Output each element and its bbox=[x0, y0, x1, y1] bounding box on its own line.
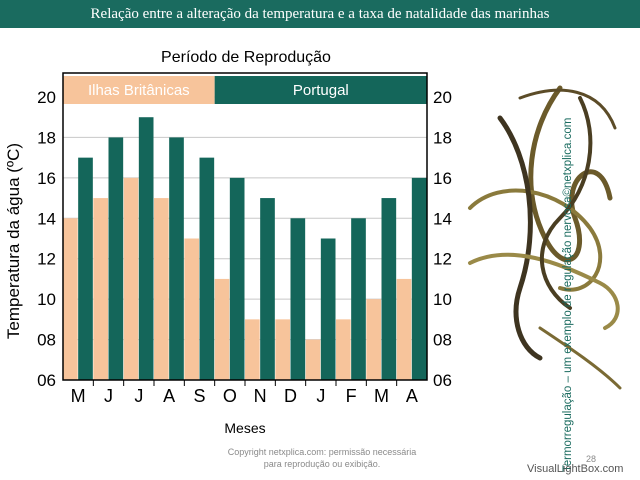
period-label: Portugal bbox=[293, 82, 349, 99]
y-tick-label: 10 bbox=[37, 290, 56, 309]
y-tick-label: 12 bbox=[433, 250, 452, 269]
y-axis-right: 06 08 10 12 14 16 18 20 bbox=[433, 88, 452, 390]
x-tick-label: M bbox=[71, 386, 86, 406]
y-tick-label: 18 bbox=[37, 128, 56, 147]
x-tick-label: J bbox=[104, 386, 113, 406]
bars-group bbox=[63, 117, 427, 380]
y-axis-left: 06 08 10 12 14 16 18 20 bbox=[37, 88, 56, 390]
y-tick-label: 06 bbox=[433, 371, 452, 390]
x-tick-label: A bbox=[163, 386, 175, 406]
side-caption: Termorregulação – um exemplo de regulaçã… bbox=[562, 117, 574, 472]
x-tick-label: N bbox=[254, 386, 267, 406]
bar-ilhas-britanicas bbox=[366, 299, 381, 380]
y-tick-label: 10 bbox=[433, 290, 452, 309]
bar-portugal bbox=[78, 157, 93, 380]
eel-photo bbox=[468, 85, 622, 390]
y-tick-label: 14 bbox=[433, 209, 452, 228]
x-tick-label: O bbox=[223, 386, 237, 406]
bar-portugal bbox=[199, 157, 215, 380]
watermark: VisualLightBox.com bbox=[527, 463, 624, 475]
x-axis-label: Meses bbox=[224, 420, 265, 436]
bar-portugal bbox=[169, 137, 184, 380]
y-tick-label: 08 bbox=[433, 331, 452, 350]
bar-ilhas-britanicas bbox=[123, 177, 139, 380]
bar-ilhas-britanicas bbox=[305, 339, 321, 380]
bar-portugal bbox=[381, 198, 397, 380]
reproduction-period-band: Ilhas Britânicas Portugal bbox=[63, 76, 427, 104]
period-segment bbox=[63, 76, 215, 104]
temperature-chart: Período de Reprodução Ilhas Britânicas Po… bbox=[4, 49, 622, 436]
slide-title: Relação entre a alteração da temperatura… bbox=[0, 0, 640, 28]
period-segment bbox=[214, 76, 427, 104]
bar-ilhas-britanicas bbox=[93, 198, 108, 380]
bar-ilhas-britanicas bbox=[245, 319, 260, 380]
bar-ilhas-britanicas bbox=[214, 278, 230, 380]
x-tick-label: S bbox=[193, 386, 205, 406]
y-axis-label: Temperatura da água (ºC) bbox=[4, 143, 23, 339]
bar-portugal bbox=[290, 218, 306, 380]
chart-title: Período de Reprodução bbox=[161, 49, 331, 66]
copyright-notice: Copyright netxplica.com: permissão neces… bbox=[227, 447, 417, 469]
page-number: 28 bbox=[586, 454, 597, 464]
x-tick-label: D bbox=[284, 386, 297, 406]
x-tick-label: J bbox=[134, 386, 143, 406]
y-tick-label: 08 bbox=[37, 331, 56, 350]
y-tick-label: 14 bbox=[37, 209, 56, 228]
bar-portugal bbox=[320, 238, 336, 380]
bar-portugal bbox=[229, 177, 245, 380]
period-label: Ilhas Britânicas bbox=[88, 82, 190, 99]
bar-ilhas-britanicas bbox=[396, 278, 412, 380]
bar-portugal bbox=[411, 177, 427, 380]
y-tick-label: 18 bbox=[433, 128, 452, 147]
x-tick-label: M bbox=[374, 386, 389, 406]
bar-ilhas-britanicas bbox=[184, 238, 199, 380]
x-tick-label: J bbox=[316, 386, 325, 406]
bar-ilhas-britanicas bbox=[275, 319, 290, 380]
bar-portugal bbox=[138, 117, 154, 380]
bar-ilhas-britanicas bbox=[336, 319, 351, 380]
y-tick-label: 20 bbox=[433, 88, 452, 107]
y-tick-label: 20 bbox=[37, 88, 56, 107]
y-tick-label: 16 bbox=[37, 169, 56, 188]
plot-frame bbox=[62, 72, 428, 381]
y-tick-label: 12 bbox=[37, 250, 56, 269]
bar-ilhas-britanicas bbox=[63, 218, 78, 380]
bar-portugal bbox=[260, 198, 275, 380]
x-tick-label: A bbox=[406, 386, 418, 406]
x-tick-label: F bbox=[346, 386, 357, 406]
y-tick-label: 16 bbox=[433, 169, 452, 188]
y-tick-label: 06 bbox=[37, 371, 56, 390]
bar-ilhas-britanicas bbox=[154, 198, 169, 380]
bar-portugal bbox=[351, 218, 366, 380]
bar-portugal bbox=[108, 137, 124, 380]
